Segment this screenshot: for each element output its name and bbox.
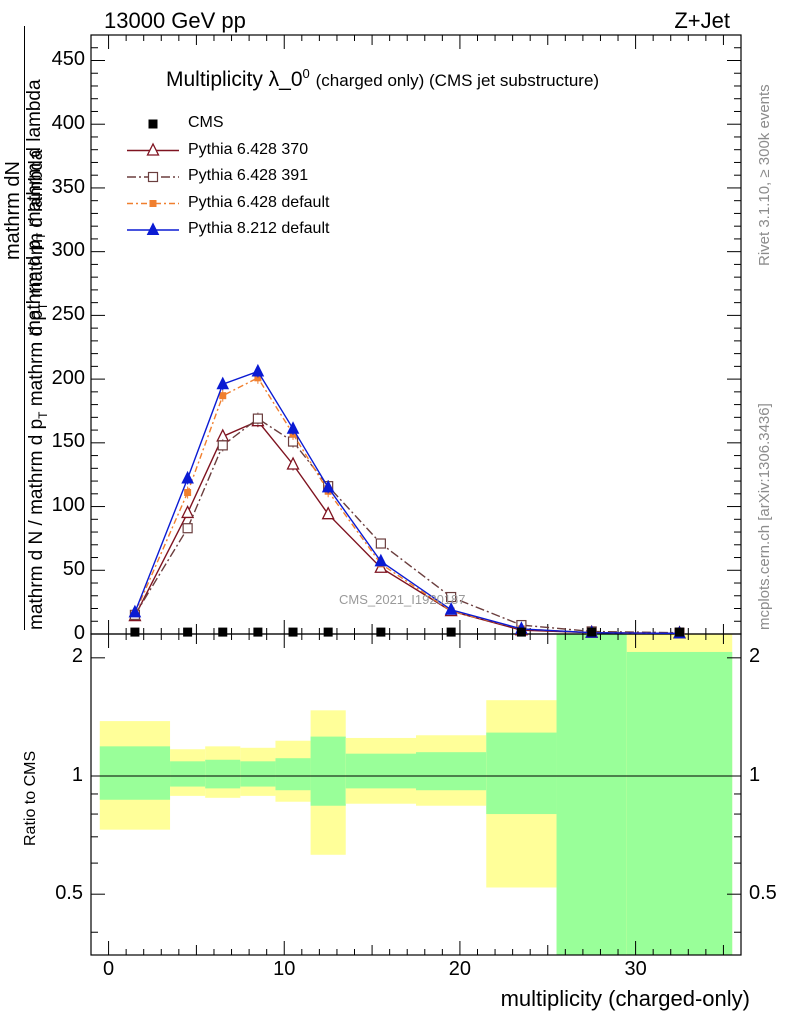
series-point (181, 504, 195, 519)
legend-marker (146, 142, 160, 156)
y-tick-label: 50 (62, 557, 85, 580)
series-point (182, 523, 193, 534)
series-point (181, 470, 194, 484)
series-point (254, 374, 262, 382)
ratio-bands (91, 634, 741, 955)
plot-title-sup: 0 (302, 66, 310, 81)
series-point (286, 456, 300, 470)
series-point (252, 413, 263, 424)
x-tick-label: 0 (103, 957, 115, 980)
series-point (251, 363, 265, 377)
series-line (134, 417, 680, 634)
ratio-tick-label-right: 0.5 (749, 881, 777, 904)
legend-label: Pythia 6.428 370 (188, 140, 309, 158)
x-axis-label: multiplicity (charged-only) (500, 986, 750, 1011)
cms-point (323, 627, 333, 637)
cms-point (183, 627, 193, 637)
series-point (128, 604, 142, 618)
legend-marker (148, 119, 158, 129)
plot-title: Multiplicity λ_00 (charged only) (CMS je… (166, 66, 599, 92)
ratio-band-inner (626, 651, 733, 955)
rivet-version-label: Rivet 3.1.10, ≥ 300k events (756, 84, 773, 266)
cms-point (376, 627, 386, 637)
ratio-band-inner (486, 732, 557, 815)
series-point (216, 376, 230, 390)
cms-point (288, 627, 298, 637)
legend (127, 119, 179, 235)
cms-point (253, 627, 263, 637)
series-point (219, 392, 227, 400)
ratio-band-inner (310, 736, 346, 806)
ratio-tick-label: 0.5 (55, 881, 83, 904)
ratio-band-inner (416, 752, 487, 791)
cms-point (516, 627, 526, 637)
legend-marker (146, 222, 160, 235)
legend-marker (147, 171, 159, 183)
series-layer (128, 363, 687, 639)
mcplots-label: mcplots.cern.ch [arXiv:1306.3436] (756, 403, 773, 630)
ratio-axis-label: Ratio to CMS (22, 750, 39, 846)
series-point (444, 602, 458, 615)
y-label-1: 1 (0, 469, 1, 480)
ratio-band-inner (240, 761, 276, 787)
cms-point (587, 627, 597, 637)
ratio-band-inner (205, 759, 241, 789)
y-axis-label-lower: mathrm d N / mathrm d pT mathrm d pT mat… (26, 150, 50, 630)
series-point (286, 421, 300, 434)
legend-marker (149, 200, 157, 207)
y-tick-label: 0 (73, 621, 85, 644)
cms-point (675, 627, 685, 637)
ratio-band-inner (345, 753, 416, 789)
ratio-frame (90, 633, 742, 956)
y-tick-label: 200 (51, 366, 85, 389)
ratio-tick-label: 1 (71, 763, 83, 786)
y-label-dlambda2: mathrm d lambda (26, 149, 47, 298)
series-point (374, 553, 388, 567)
series-point (321, 506, 335, 520)
y-label-dp2: mathrm d p (26, 310, 47, 407)
series-point (217, 440, 228, 451)
ratio-band-inner (275, 758, 311, 791)
series-point (321, 479, 335, 493)
plot-title-main: Multiplicity λ_0 (166, 68, 303, 91)
ratio-band-inner (556, 634, 627, 955)
y-tick-label: 250 (51, 302, 85, 325)
ratio-band-inner (170, 761, 206, 787)
y-label-dN: mathrm dN (2, 161, 24, 260)
x-tick-label: 30 (624, 957, 647, 980)
series-point (375, 538, 386, 549)
energy-label: 13000 GeV pp (104, 8, 246, 33)
y-tick-label: 100 (51, 494, 85, 517)
y-label-dp2-sub: T (35, 302, 50, 311)
y-axis-label-numerator: mathrm dN (2, 161, 25, 260)
y-label-dNdp: mathrm d N / mathrm d p (26, 418, 47, 630)
analysis-watermark: CMS_2021_I1920187 (339, 592, 466, 607)
legend-label: CMS (188, 114, 224, 132)
y-tick-label: 150 (51, 430, 85, 453)
ratio-tick-label-right: 1 (749, 763, 761, 786)
ratio-tick-label-right: 2 (749, 645, 761, 668)
legend-label: Pythia 8.212 default (188, 220, 330, 238)
legend-label: Pythia 6.428 391 (188, 167, 309, 185)
legend-label: Pythia 6.428 default (188, 193, 330, 211)
ratio-tick-label: 2 (71, 645, 83, 668)
y-tick-label: 300 (51, 239, 85, 262)
y-tick-label: 450 (51, 48, 85, 71)
x-tick-label: 10 (273, 957, 296, 980)
cms-point (446, 627, 456, 637)
y-label-dNdp-sub: T (35, 411, 50, 419)
axes (90, 34, 742, 956)
series-point (184, 489, 192, 497)
y-tick-label: 400 (51, 111, 85, 134)
cms-point (130, 627, 140, 637)
series-point (446, 591, 457, 603)
plot-title-suffix: (charged only) (CMS jet substructure) (315, 71, 600, 90)
y-tick-label: 350 (51, 175, 85, 198)
x-tick-label: 20 (448, 957, 472, 980)
ratio-band-inner (99, 746, 171, 800)
process-label: Z+Jet (674, 8, 730, 33)
cms-point (218, 627, 228, 637)
